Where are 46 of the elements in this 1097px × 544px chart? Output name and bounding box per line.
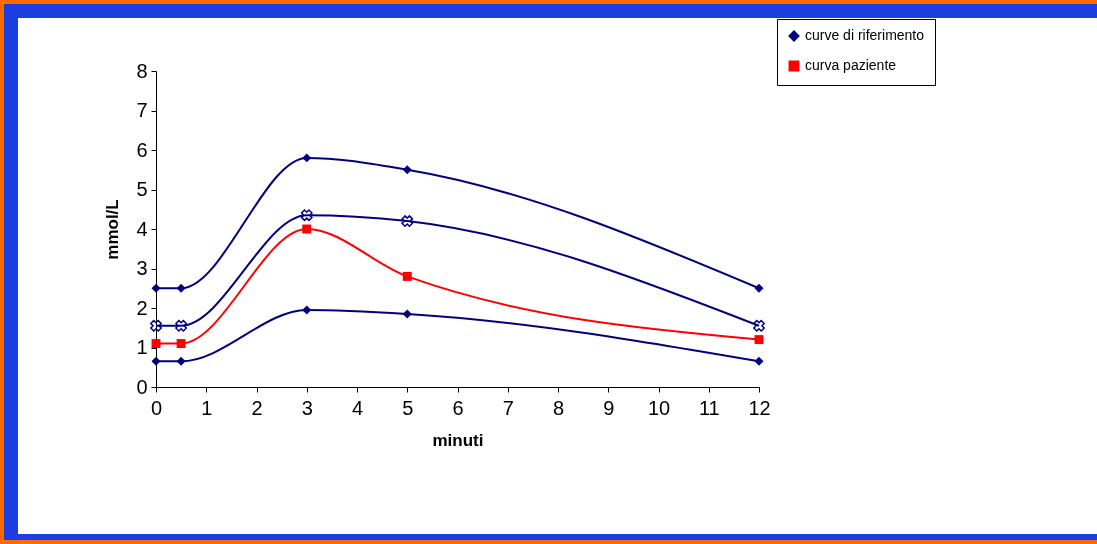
x-tick-label: 2 — [251, 396, 263, 419]
x-tick-label: 5 — [402, 396, 414, 419]
y-tick-label: 1 — [136, 336, 148, 358]
x-tick-label: 0 — [150, 396, 163, 419]
point — [176, 283, 186, 293]
x-tick-label: 9 — [603, 396, 615, 419]
x-tick-label: 6 — [452, 396, 464, 419]
y-tick-label: 5 — [136, 178, 148, 200]
y-tick-label: 6 — [136, 138, 148, 161]
x-tick-label: 1 — [201, 396, 213, 419]
y-tick-label: 0 — [136, 375, 148, 398]
y-axis-title: mmol/L — [103, 199, 123, 260]
x-axis-title: minuti — [432, 430, 484, 450]
point — [754, 356, 764, 366]
point — [176, 356, 186, 366]
x-tick-label: 11 — [698, 396, 720, 419]
y-tick-label: 4 — [136, 217, 148, 240]
point — [402, 165, 412, 175]
point — [175, 319, 188, 332]
y-tick-label: 7 — [136, 99, 148, 121]
x-tick-label: 4 — [351, 396, 364, 419]
point — [150, 319, 162, 332]
x-tick-label: 12 — [748, 396, 771, 419]
x-tick-label: 10 — [647, 396, 671, 419]
point — [754, 283, 764, 293]
point — [151, 339, 161, 349]
y-tick-label: 8 — [136, 59, 148, 82]
point — [402, 309, 412, 319]
legend-label: curve di riferimento — [805, 27, 925, 43]
point — [176, 339, 186, 349]
legend-label: curva paziente — [805, 57, 897, 73]
point — [300, 209, 313, 222]
point — [302, 153, 312, 163]
x-tick-label: 3 — [301, 396, 313, 419]
point — [302, 224, 312, 234]
point — [401, 215, 414, 228]
point — [754, 335, 764, 345]
y-tick-label: 2 — [136, 296, 148, 319]
point — [151, 283, 161, 293]
point — [302, 305, 312, 315]
y-tick-label: 3 — [136, 257, 148, 279]
point — [151, 356, 161, 366]
point — [402, 271, 412, 281]
x-tick-label: 8 — [552, 396, 565, 419]
x-tick-label: 7 — [502, 396, 514, 419]
point — [753, 319, 765, 332]
